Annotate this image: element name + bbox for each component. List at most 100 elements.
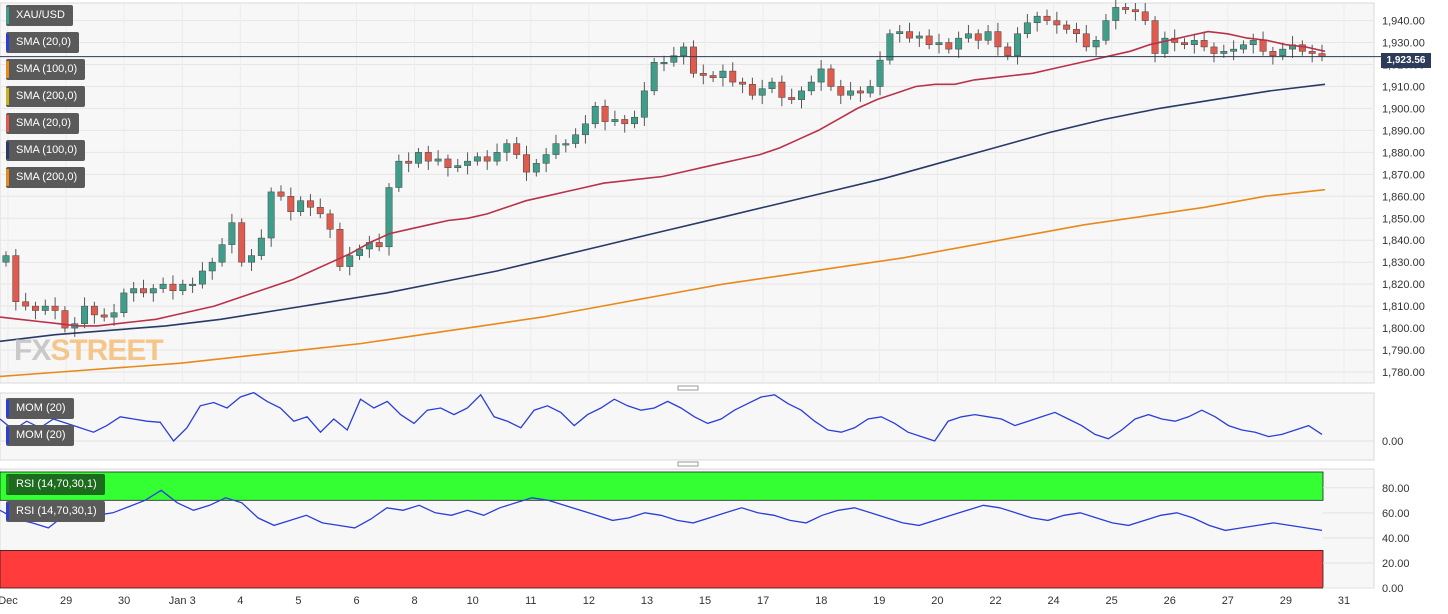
candle-down [100, 314, 108, 318]
candle-up [1092, 40, 1100, 48]
candle-down [601, 105, 609, 122]
candle-up [1239, 44, 1247, 50]
sma-indicator-label[interactable]: SMA (100,0) [6, 59, 86, 80]
series-color-swatch [6, 34, 9, 51]
y-tick-label: 1,790.00 [1382, 345, 1425, 357]
sma-indicator-label[interactable]: SMA (200,0) [6, 167, 86, 188]
candle-down [906, 31, 913, 39]
candle-down [424, 152, 432, 162]
y-tick-label: 1,930.00 [1382, 38, 1425, 50]
candle-down [1151, 20, 1159, 54]
y-tick-label: 1,800.00 [1382, 323, 1425, 335]
y-tick-label: 1,910.00 [1382, 81, 1425, 93]
candle-down [1308, 51, 1316, 54]
x-tick-label: 31 [1338, 595, 1350, 607]
series-color-swatch [6, 61, 9, 78]
candle-up [120, 292, 128, 313]
candle-up [572, 134, 580, 144]
y-tick-label: 1,890.00 [1382, 125, 1425, 137]
candle-up [130, 288, 138, 294]
y-tick-label: 1,830.00 [1382, 257, 1425, 269]
indicator-label-text: XAU/USD [16, 9, 65, 21]
candle-up [208, 261, 216, 272]
sma-indicator-label[interactable]: SMA (100,0) [6, 140, 86, 161]
candle-up [395, 160, 403, 188]
x-tick-label: 18 [815, 595, 827, 607]
candle-up [915, 35, 923, 39]
indicator-label-text: RSI (14,70,30,1) [16, 478, 97, 490]
candle-up [680, 46, 688, 56]
candle-up [1014, 33, 1022, 56]
candle-up [807, 81, 815, 92]
candle-up [179, 283, 187, 291]
candle-down [1259, 40, 1267, 52]
candle-up [1230, 48, 1238, 52]
y-tick-label: 1,900.00 [1382, 103, 1425, 115]
indicator-label-text: SMA (20,0) [16, 117, 72, 129]
candle-down [1073, 29, 1080, 35]
candle-down [827, 68, 835, 87]
candle-up [41, 305, 49, 311]
candle-down [1063, 24, 1071, 30]
y-tick-label: 1,860.00 [1382, 191, 1425, 203]
candle-up [1279, 48, 1287, 56]
sma-indicator-label[interactable]: SMA (20,0) [6, 113, 80, 134]
x-tick-label: 29 [60, 595, 72, 607]
candle-down [1082, 33, 1090, 48]
indicator-label-text: SMA (200,0) [16, 171, 78, 183]
y-tick-label: 1,850.00 [1382, 213, 1425, 225]
candle-up [1249, 40, 1257, 45]
rsi-indicator-label[interactable]: RSI (14,70,30,1) [6, 501, 105, 522]
candle-down [287, 196, 295, 212]
symbol-label[interactable]: XAU/USD [6, 5, 73, 26]
candle-up [964, 33, 972, 39]
indicator-label-text: MOM (20) [16, 429, 66, 441]
sma-indicator-label[interactable]: SMA (200,0) [6, 86, 86, 107]
candle-up [631, 116, 638, 125]
x-tick-label: 30 [118, 595, 130, 607]
mom-indicator-label[interactable]: MOM (20) [6, 398, 74, 419]
candle-down [513, 143, 521, 155]
panel-resize-handle [677, 385, 699, 391]
rsi-indicator-label[interactable]: RSI (14,70,30,1) [6, 474, 105, 495]
x-tick-label: 24 [1047, 595, 1059, 607]
candle-down [444, 158, 452, 168]
y-tick-label: 1,840.00 [1382, 235, 1425, 247]
candle-up [562, 143, 570, 146]
current-price-tag: 1,923.56 [1381, 53, 1431, 68]
candle-down [483, 156, 491, 162]
candle-up [542, 154, 550, 164]
x-tick-label: 25 [1106, 595, 1118, 607]
fxstreet-logo: FXSTREET [14, 334, 164, 367]
sma-indicator-label[interactable]: SMA (20,0) [6, 32, 80, 53]
y-tick-label: 1,820.00 [1382, 279, 1425, 291]
candle-up [817, 68, 825, 83]
candle-up [198, 270, 206, 285]
candle-down [523, 154, 530, 173]
y-tick-label: 1,940.00 [1382, 16, 1425, 28]
candle-down [1004, 46, 1012, 56]
x-tick-label: 20 [931, 595, 943, 607]
candle-up [1102, 20, 1110, 41]
candle-up [581, 123, 589, 136]
indicator-label-text: MOM (20) [16, 402, 66, 414]
x-tick-label: 17 [757, 595, 769, 607]
rsi-y-tick-label: 20.00 [1382, 558, 1410, 570]
candle-up [955, 37, 963, 50]
candle-down [169, 283, 177, 291]
candle-down [1298, 44, 1306, 52]
x-tick-label: 19 [873, 595, 885, 607]
mom-indicator-label[interactable]: MOM (20) [6, 425, 74, 446]
candle-up [847, 90, 855, 96]
y-tick-label: 1,880.00 [1382, 147, 1425, 159]
candle-down [856, 90, 864, 94]
y-tick-label: 1,810.00 [1382, 301, 1425, 313]
candle-down [1141, 11, 1149, 21]
candle-up [1023, 22, 1031, 35]
candle-up [1190, 40, 1198, 45]
candle-up [297, 200, 305, 212]
candle-up [552, 143, 560, 155]
candle-down [1053, 20, 1061, 26]
rsi-y-tick-label: 80.00 [1382, 483, 1410, 495]
